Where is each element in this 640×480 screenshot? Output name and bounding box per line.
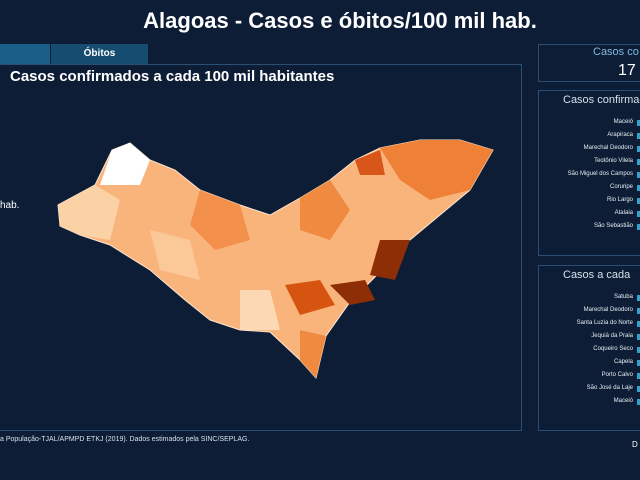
list-bar — [637, 159, 640, 165]
tab[interactable]: Óbitos — [51, 44, 148, 64]
region — [380, 140, 493, 200]
region — [370, 240, 410, 280]
list-bar — [637, 133, 640, 139]
list-bar — [637, 198, 640, 204]
map — [57, 139, 494, 380]
region — [355, 150, 385, 175]
list-bar — [637, 120, 640, 126]
list-item: Atalaia — [614, 210, 633, 216]
list-item: São Miguel dos Campos — [567, 171, 633, 177]
corner-text: D — [632, 440, 638, 449]
list-panel: Casos a cada Satuba Marechal Deodoro Santa … — [538, 265, 640, 431]
region — [240, 290, 280, 330]
list-bar — [637, 172, 640, 178]
card-label: Casos co — [593, 46, 639, 58]
list-bar — [637, 185, 640, 191]
list-item: Capela — [613, 359, 633, 365]
list-bar — [637, 321, 640, 327]
list-bar — [637, 373, 640, 379]
list-title: Casos a cada — [563, 269, 631, 281]
card — [538, 44, 640, 82]
list-item: Coruripe — [609, 184, 633, 190]
list-item: Santa Luzia do Norte — [576, 320, 633, 326]
list-item: Rio Largo — [606, 197, 633, 203]
list-item: São Sebastião — [593, 223, 633, 229]
source: a População-TJAL/APMPD ETKJ (2019). Dado… — [0, 436, 250, 443]
panel-title: Casos confirmados a cada 100 mil habitan… — [10, 68, 335, 85]
legend-label: hab. — [0, 200, 20, 211]
list-bar — [637, 360, 640, 366]
list-bar — [637, 386, 640, 392]
region — [300, 330, 326, 378]
list-item: Jequiá da Praia — [591, 333, 633, 339]
list-item: Maceió — [613, 119, 633, 125]
region — [190, 190, 250, 250]
region — [100, 143, 150, 185]
list-bar — [637, 399, 640, 405]
list-bar — [637, 211, 640, 217]
list-item: Maceió — [613, 398, 633, 404]
list-bar — [637, 347, 640, 353]
list-bar — [637, 146, 640, 152]
list-item: Teotônio Vilela — [594, 158, 633, 164]
list-item: Coqueiro Seco — [593, 346, 633, 352]
region — [330, 280, 375, 305]
list-bar — [637, 334, 640, 340]
list-item: Marechal Deodoro — [583, 307, 633, 313]
list-bar — [637, 224, 640, 230]
region — [300, 180, 350, 240]
list-item: Porto Calvo — [601, 372, 633, 378]
region — [58, 185, 120, 240]
card-value: 17 — [618, 62, 636, 79]
list-bar — [637, 295, 640, 301]
region — [285, 280, 335, 315]
list-item: Marechal Deodoro — [583, 145, 633, 151]
title: Alagoas - Casos e óbitos/100 mil hab. — [143, 8, 537, 33]
list-item: Arapiraca — [607, 132, 633, 138]
list-panel: Casos confirmad Maceió Arapiraca Marechal D… — [538, 90, 640, 256]
list-item: Satuba — [613, 294, 633, 300]
list-title: Casos confirmad — [563, 94, 640, 106]
region — [150, 230, 200, 280]
list-item: São José da Laje — [586, 385, 633, 391]
list-bar — [637, 308, 640, 314]
map-panel — [0, 64, 522, 431]
tab[interactable] — [0, 44, 50, 64]
